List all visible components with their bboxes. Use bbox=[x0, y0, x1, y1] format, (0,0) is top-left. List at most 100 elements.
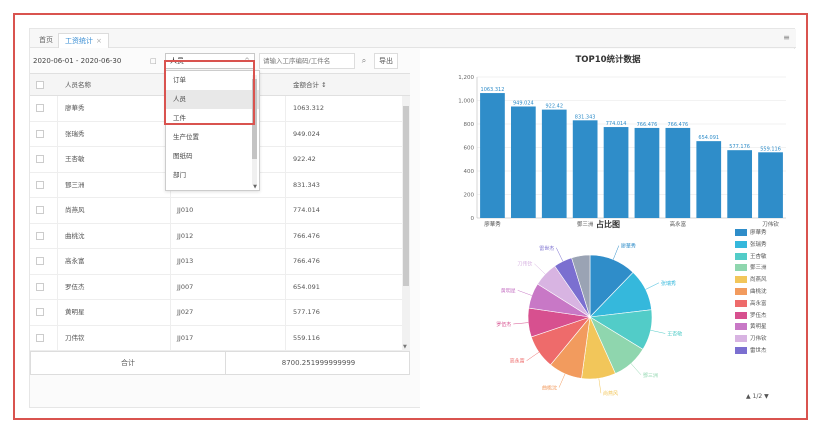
pie-slice[interactable] bbox=[571, 254, 591, 318]
row-checkbox[interactable] bbox=[36, 257, 44, 265]
row-checkbox[interactable] bbox=[36, 155, 44, 163]
date-range-picker[interactable]: 2020-06-01 - 2020-06-30 bbox=[33, 57, 122, 65]
table-row[interactable]: 尚燕风 JJ010 774.014 bbox=[30, 198, 410, 224]
header-name[interactable]: 人员名称 bbox=[65, 81, 91, 89]
legend-item[interactable]: 曲桃沈 bbox=[735, 286, 795, 298]
legend-swatch bbox=[735, 299, 747, 307]
search-icon[interactable]: ⌕ bbox=[361, 56, 367, 65]
dropdown-option[interactable]: 部门 bbox=[173, 171, 186, 179]
dropdown-option[interactable]: 图纸码 bbox=[173, 152, 193, 160]
row-checkbox[interactable] bbox=[36, 104, 44, 112]
table-scrollbar[interactable]: ▼ bbox=[402, 96, 410, 351]
legend-item[interactable]: 王杏敏 bbox=[735, 251, 795, 263]
legend-swatch bbox=[735, 323, 747, 331]
table-row[interactable]: 曲桃沈 JJ012 766.476 bbox=[30, 224, 410, 249]
row-name: 张瑞秀 bbox=[65, 129, 85, 138]
menu-icon[interactable]: ≡ bbox=[783, 33, 790, 42]
row-checkbox[interactable] bbox=[36, 180, 44, 189]
legend-item[interactable]: 廖華秀 bbox=[735, 227, 795, 239]
legend-pager[interactable]: ▲ 1/2 ▼ bbox=[746, 393, 769, 400]
legend-item[interactable]: 雷世杰 bbox=[735, 345, 795, 357]
tab-close-icon[interactable]: × bbox=[96, 37, 102, 45]
dropdown-option[interactable]: 订单 bbox=[173, 76, 186, 84]
table-row[interactable]: 刀伟钦 JJ017 559.116 bbox=[30, 326, 410, 351]
pie-label-line bbox=[645, 282, 660, 290]
legend-swatch bbox=[735, 252, 747, 260]
legend-item[interactable]: 罗伍杰 bbox=[735, 310, 795, 322]
row-checkbox[interactable] bbox=[36, 206, 44, 214]
bar[interactable] bbox=[541, 109, 567, 218]
row-name: 尚燕风 bbox=[65, 206, 85, 214]
legend-label: 王杏敏 bbox=[750, 253, 767, 260]
bar[interactable] bbox=[758, 152, 783, 218]
dropdown-option[interactable]: 人员 bbox=[166, 90, 259, 109]
row-code: JJ013 bbox=[177, 257, 194, 265]
legend-item[interactable]: 高永富 bbox=[735, 298, 795, 310]
dropdown-option[interactable]: 工件 bbox=[173, 114, 186, 122]
row-name: 廖華秀 bbox=[65, 104, 85, 112]
toolbar: 2020-06-01 - 2020-06-30 □ 人员 ^ ⌕ 导出 bbox=[30, 50, 420, 72]
table-row[interactable]: 黄明星 JJ027 577.176 bbox=[30, 300, 410, 326]
row-name: 高永富 bbox=[65, 257, 85, 265]
row-checkbox[interactable] bbox=[36, 308, 44, 316]
table-scrollbar-thumb[interactable] bbox=[403, 106, 409, 286]
pie-label-line bbox=[526, 351, 540, 361]
legend-swatch bbox=[735, 240, 747, 248]
dimension-select[interactable]: 人员 ^ bbox=[165, 53, 255, 69]
pie-label-line bbox=[598, 378, 602, 394]
pie-label-line bbox=[534, 263, 546, 275]
tab-wage-stats[interactable]: 工资统计 × bbox=[58, 33, 109, 48]
row-checkbox[interactable] bbox=[36, 129, 44, 138]
table-row[interactable]: 罗伍杰 JJ007 654.091 bbox=[30, 275, 410, 300]
pie-chart-title: 占比图 bbox=[596, 220, 620, 229]
x-tick-label: 鄧三洲 bbox=[577, 220, 594, 228]
bar[interactable] bbox=[572, 120, 598, 218]
scroll-down-icon[interactable]: ▼ bbox=[403, 344, 407, 350]
row-name: 鄧三洲 bbox=[65, 180, 85, 189]
row-checkbox[interactable] bbox=[36, 282, 44, 291]
select-all-checkbox[interactable] bbox=[36, 81, 44, 89]
pie-slice-label: 廖華秀 bbox=[621, 243, 636, 250]
legend-item[interactable]: 张瑞秀 bbox=[735, 239, 795, 251]
footer-total: 8700.251999999999 bbox=[281, 359, 356, 367]
column-divider bbox=[285, 74, 286, 351]
table-row[interactable]: 高永富 JJ013 766.476 bbox=[30, 249, 410, 275]
bar[interactable] bbox=[727, 150, 753, 218]
legend-item[interactable]: 刀伟钦 bbox=[735, 333, 795, 345]
bar[interactable] bbox=[603, 127, 629, 218]
bar-value-label: 949.024 bbox=[513, 100, 534, 106]
calendar-icon[interactable]: □ bbox=[150, 57, 157, 65]
x-tick-label: 高永富 bbox=[670, 220, 687, 228]
legend-label: 雷世杰 bbox=[750, 347, 767, 354]
bar-value-label: 774.014 bbox=[606, 121, 627, 127]
legend-item[interactable]: 尚燕风 bbox=[735, 274, 795, 286]
row-checkbox[interactable] bbox=[36, 231, 44, 240]
bar[interactable] bbox=[696, 141, 722, 218]
row-name: 黄明星 bbox=[65, 308, 85, 316]
pie-label-line bbox=[612, 245, 620, 260]
legend-item[interactable]: 鄧三洲 bbox=[735, 262, 795, 274]
x-tick-label: 廖華秀 bbox=[484, 220, 501, 228]
dropdown-scrollbar[interactable] bbox=[252, 75, 257, 185]
legend-label: 尚燕风 bbox=[750, 277, 767, 284]
charts-panel: TOP10统计数据 0 200 400 600 800 1,000 1,200 1063.31… bbox=[420, 49, 796, 409]
bar[interactable] bbox=[480, 93, 505, 218]
dropdown-scrollbar-thumb[interactable] bbox=[252, 79, 257, 159]
legend-item[interactable]: 黄明星 bbox=[735, 321, 795, 333]
bar-value-label: 766.476 bbox=[637, 122, 658, 128]
row-checkbox[interactable] bbox=[36, 333, 44, 342]
export-button[interactable]: 导出 bbox=[374, 53, 398, 69]
bar-value-label: 766.476 bbox=[668, 122, 689, 128]
bar-chart: 0 200 400 600 800 1,000 1,200 1063.312 廖華秀 949.02… bbox=[458, 75, 786, 228]
bar[interactable] bbox=[510, 106, 536, 218]
legend-swatch bbox=[735, 287, 747, 295]
search-input[interactable] bbox=[259, 53, 355, 69]
row-code: JJ007 bbox=[177, 282, 194, 291]
header-amount[interactable]: 金额合计 ↕ bbox=[293, 81, 327, 89]
bar[interactable] bbox=[665, 127, 691, 218]
row-amount: 766.476 bbox=[293, 257, 320, 265]
dropdown-option[interactable]: 生产位置 bbox=[173, 133, 199, 141]
bar[interactable] bbox=[634, 127, 660, 218]
tab-home[interactable]: 首页 bbox=[39, 36, 53, 44]
dropdown-scroll-down-icon[interactable]: ▼ bbox=[253, 184, 257, 190]
